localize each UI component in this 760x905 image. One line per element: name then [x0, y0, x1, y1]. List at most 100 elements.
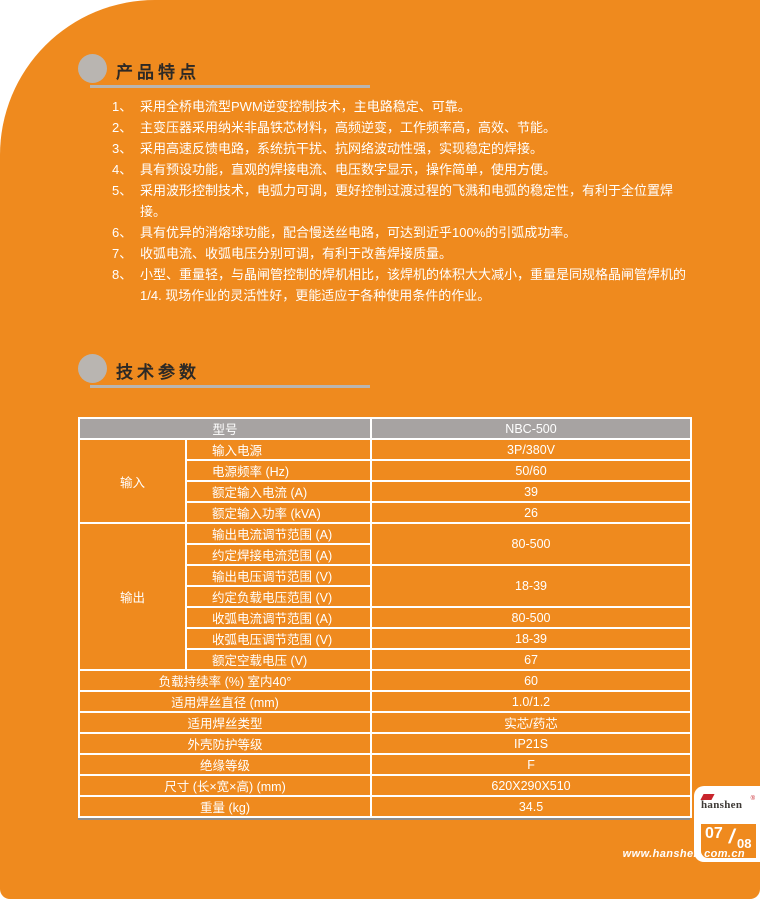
- spec-label-cell: 收弧电压调节范围 (V): [184, 627, 373, 650]
- spec-row: 尺寸 (长×宽×高) (mm) 620X290X510: [77, 774, 693, 797]
- spec-row: 额定输入功率 (kVA) 26: [79, 501, 693, 524]
- feature-text: 小型、重量轻，与晶闸管控制的焊机相比，该焊机的体积大大减小，重量是同规格晶闸管焊…: [140, 267, 687, 303]
- spec-row: 额定输入电流 (A) 39: [79, 480, 693, 503]
- feature-text: 主变压器采用纳米非晶铁芯材料，高频逆变，工作频率高，高效、节能。: [140, 120, 557, 135]
- spec-value-cell: 实芯/药芯: [370, 711, 693, 734]
- feature-number: 2、: [112, 120, 133, 135]
- spec-label-cell: 重量 (kg): [77, 795, 373, 818]
- spec-row: 输入 输入电源 3P/380V: [78, 438, 693, 524]
- feature-text: 收弧电流、收弧电压分别可调，有利于改善焊接质量。: [140, 246, 453, 261]
- spec-label-cell: 负载持续率 (%) 室内40°: [77, 669, 373, 692]
- page-number-total: 08: [737, 836, 752, 851]
- feature-number: 3、: [112, 141, 133, 156]
- spec-label-cell: 额定输入电流 (A): [184, 480, 373, 503]
- feature-number: 8、: [112, 267, 133, 282]
- spec-label-cell: 尺寸 (长×宽×高) (mm): [77, 774, 373, 797]
- brand-name: hanshen: [701, 799, 743, 811]
- feature-item: 4、 具有预设功能，直观的焊接电流、电压数字显示，操作简单，使用方便。: [112, 159, 698, 180]
- spec-row: 负载持续率 (%) 室内40° 60: [77, 669, 693, 692]
- spec-header-model-label: 型号: [77, 417, 373, 440]
- feature-text: 采用全桥电流型PWM逆变控制技术，主电路稳定、可靠。: [140, 99, 471, 114]
- heading-underline: [90, 85, 370, 88]
- spec-value-cell: 80-500: [370, 606, 693, 629]
- page-number-current: 07: [705, 825, 723, 842]
- feature-text: 具有预设功能，直观的焊接电流、电压数字显示，操作简单，使用方便。: [140, 162, 557, 177]
- spec-value-cell: 34.5: [370, 795, 693, 818]
- spec-value-cell: 26: [370, 501, 693, 524]
- spec-label-cell: 额定输入功率 (kVA): [184, 501, 373, 524]
- table-bottom-rule: [78, 818, 690, 820]
- heading-underline: [90, 385, 370, 388]
- spec-row: 输出 输出电流调节范围 (A) 80-500: [78, 522, 693, 671]
- spec-label-cell: 适用焊丝直径 (mm): [77, 690, 373, 713]
- spec-value-cell: 620X290X510: [370, 774, 693, 797]
- spec-value-cell: IP21S: [370, 732, 693, 755]
- spec-label-cell: 外壳防护等级: [77, 732, 373, 755]
- registered-mark-icon: ®: [750, 796, 755, 802]
- spec-label-cell: 额定空载电压 (V): [184, 648, 373, 671]
- spec-header-model-value: NBC-500: [370, 417, 693, 440]
- spec-label-cell: 约定负载电压范围 (V): [184, 585, 373, 608]
- spec-row: 约定焊接电流范围 (A): [79, 543, 691, 566]
- page-number-slash: /: [726, 826, 738, 848]
- spec-label-cell: 电源频率 (Hz): [184, 459, 373, 482]
- feature-list: 1、 采用全桥电流型PWM逆变控制技术，主电路稳定、可靠。 2、 主变压器采用纳米非晶…: [78, 96, 698, 306]
- spec-row: 适用焊丝类型 实芯/药芯: [77, 711, 693, 734]
- spec-value-cell: 50/60: [370, 459, 693, 482]
- feature-number: 5、: [112, 183, 133, 198]
- feature-text: 采用波形控制技术，电弧力可调，更好控制过渡过程的飞溅和电弧的稳定性，有利于全位置…: [140, 183, 674, 219]
- spec-value-cell: 80-500: [370, 522, 693, 566]
- specs-title: 技术参数: [116, 363, 200, 382]
- spec-row: 重量 (kg) 34.5: [77, 795, 693, 818]
- spec-row: 约定负载电压范围 (V): [79, 585, 691, 608]
- feature-item: 7、 收弧电流、收弧电压分别可调，有利于改善焊接质量。: [112, 243, 698, 264]
- spec-row: 适用焊丝直径 (mm) 1.0/1.2: [77, 690, 693, 713]
- spec-group-cell: 输入: [78, 438, 187, 524]
- feature-number: 6、: [112, 225, 133, 240]
- spec-value-cell: 3P/380V: [370, 438, 693, 461]
- page-badge: hanshen ® 07 / 08: [694, 786, 760, 862]
- spec-row: 电源频率 (Hz) 50/60: [79, 459, 693, 482]
- heading-circle-icon: [78, 354, 107, 383]
- feature-item: 2、 主变压器采用纳米非晶铁芯材料，高频逆变，工作频率高，高效、节能。: [112, 117, 698, 138]
- spec-row: 额定空载电压 (V) 67: [79, 648, 693, 671]
- feature-number: 1、: [112, 99, 133, 114]
- spec-label-cell: 输入电源: [184, 438, 373, 461]
- feature-item: 3、 采用高速反馈电路，系统抗干扰、抗网络波动性强，实现稳定的焊接。: [112, 138, 698, 159]
- specs-heading: 技术参数: [78, 352, 698, 390]
- spec-label-cell: 绝缘等级: [77, 753, 373, 776]
- feature-text: 具有优异的消熔球功能，配合慢送丝电路，可达到近乎100%的引弧成功率。: [140, 225, 577, 240]
- features-section: 产品特点 1、 采用全桥电流型PWM逆变控制技术，主电路稳定、可靠。 2、 主变压器采…: [78, 52, 698, 306]
- features-title: 产品特点: [116, 63, 200, 82]
- spec-table-body: 型号 NBC-500 输入 输入电源 3P/380V 电源频率 (Hz) 50/60 额定…: [77, 417, 693, 818]
- spec-row: 外壳防护等级 IP21S: [77, 732, 693, 755]
- spec-group-cell: 输出: [78, 522, 187, 671]
- spec-value-cell: 39: [370, 480, 693, 503]
- spec-table-header-row: 型号 NBC-500: [77, 417, 693, 440]
- heading-circle-icon: [78, 54, 107, 83]
- spec-row: 收弧电流调节范围 (A) 80-500: [79, 606, 693, 629]
- spec-value-cell: 18-39: [370, 564, 693, 608]
- spec-value-cell: 67: [370, 648, 693, 671]
- spec-label-cell: 输出电流调节范围 (A): [184, 522, 373, 545]
- feature-number: 4、: [112, 162, 133, 177]
- spec-label-cell: 收弧电流调节范围 (A): [184, 606, 373, 629]
- website-url: www.hanshen.com.cn: [622, 848, 745, 860]
- spec-value-cell: F: [370, 753, 693, 776]
- feature-number: 7、: [112, 246, 133, 261]
- brand-logo: hanshen ®: [700, 792, 756, 816]
- feature-text: 采用高速反馈电路，系统抗干扰、抗网络波动性强，实现稳定的焊接。: [140, 141, 544, 156]
- specs-section: 技术参数 型号 NBC-500 输入 输入电源 3P/380V 电源频率 (Hz) 50…: [77, 352, 698, 820]
- features-heading: 产品特点: [78, 52, 698, 90]
- feature-item: 5、 采用波形控制技术，电弧力可调，更好控制过渡过程的飞溅和电弧的稳定性，有利于全…: [112, 180, 698, 222]
- feature-item: 6、 具有优异的消熔球功能，配合慢送丝电路，可达到近乎100%的引弧成功率。: [112, 222, 698, 243]
- spec-row: 绝缘等级 F: [77, 753, 693, 776]
- spec-row: 输出电压调节范围 (V) 18-39: [79, 564, 693, 608]
- spec-row: 收弧电压调节范围 (V) 18-39: [79, 627, 693, 650]
- page-number: 07 / 08: [701, 824, 756, 858]
- spec-label-cell: 输出电压调节范围 (V): [184, 564, 373, 587]
- spec-value-cell: 60: [370, 669, 693, 692]
- spec-value-cell: 1.0/1.2: [370, 690, 693, 713]
- spec-label-cell: 约定焊接电流范围 (A): [184, 543, 373, 566]
